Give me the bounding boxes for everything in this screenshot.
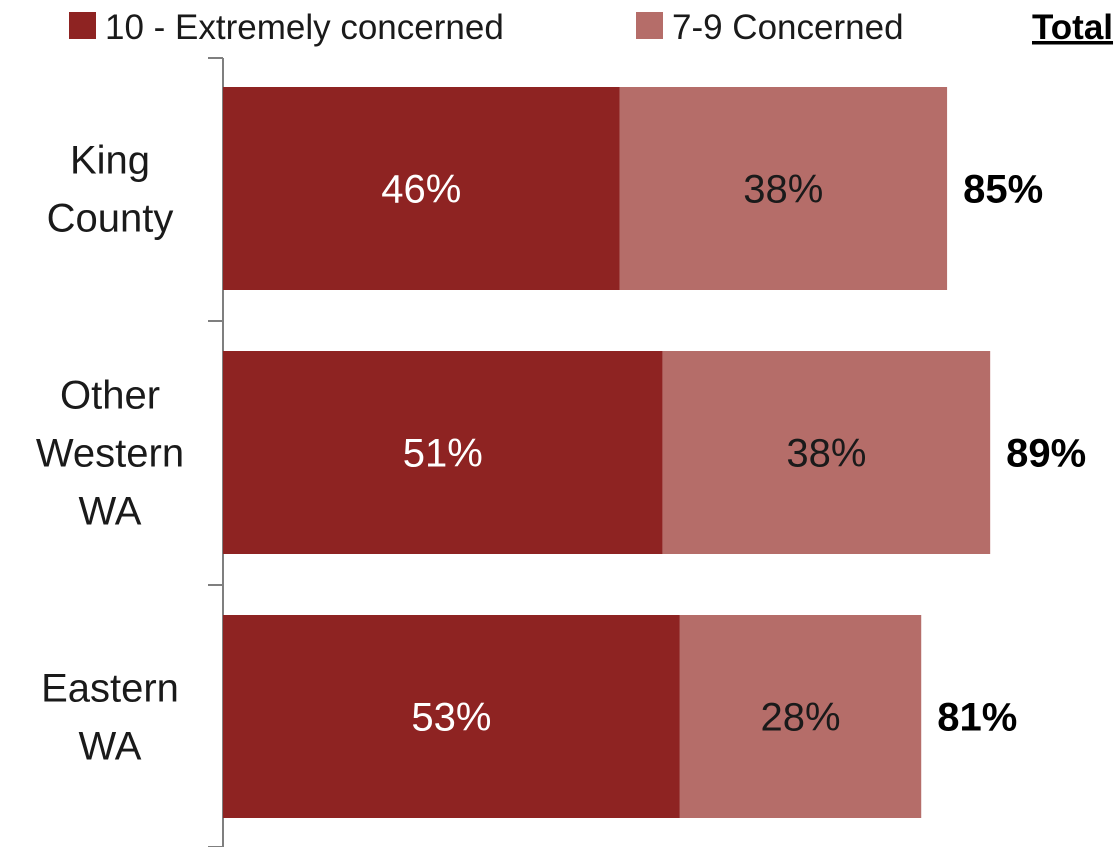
totals-header: Total — [1032, 8, 1113, 47]
bar-segment-extremely-concerned — [223, 351, 663, 554]
category-label-line: WA — [79, 490, 142, 534]
bar-segment-extremely-concerned — [223, 87, 620, 290]
category-label: King County — [47, 139, 174, 241]
category-axis: King County Other Western WA Eastern WA — [36, 57, 224, 848]
category-label: Eastern WA — [41, 667, 179, 769]
category-label-line: King — [70, 139, 150, 183]
category-label-line: Other — [60, 374, 160, 418]
total-label: 85% — [963, 168, 1043, 212]
chart-legend: 10 - Extremely concerned 7-9 Concerned Tot… — [69, 8, 1113, 47]
bar-area: 46% 38% 51% 38% 53% 28% — [223, 87, 991, 818]
totals-column: 85% 89% 81% — [937, 168, 1086, 740]
bar-segment-extremely-concerned — [223, 615, 680, 818]
data-label: 38% — [743, 168, 823, 212]
legend-item-extremely-concerned: 10 - Extremely concerned — [69, 8, 504, 47]
data-label: 51% — [403, 432, 483, 476]
total-label: 89% — [1006, 432, 1086, 476]
category-label-line: WA — [79, 725, 142, 769]
data-label: 38% — [786, 432, 866, 476]
legend-item-concerned: 7-9 Concerned — [636, 8, 904, 47]
category-label-line: Eastern — [41, 667, 179, 711]
category-label-line: County — [47, 197, 174, 241]
bar-segment-concerned — [662, 351, 991, 554]
data-label: 53% — [411, 696, 491, 740]
legend-label: 7-9 Concerned — [672, 8, 904, 47]
legend-swatch — [636, 12, 663, 39]
data-label: 28% — [761, 696, 841, 740]
total-label: 81% — [937, 696, 1017, 740]
category-label: Other Western WA — [36, 374, 184, 534]
legend-swatch — [69, 12, 96, 39]
legend-label: 10 - Extremely concerned — [105, 8, 504, 47]
category-label-line: Western — [36, 432, 184, 476]
bar-segment-concerned — [679, 615, 922, 818]
data-label: 46% — [381, 168, 461, 212]
bar-segment-concerned — [619, 87, 948, 290]
